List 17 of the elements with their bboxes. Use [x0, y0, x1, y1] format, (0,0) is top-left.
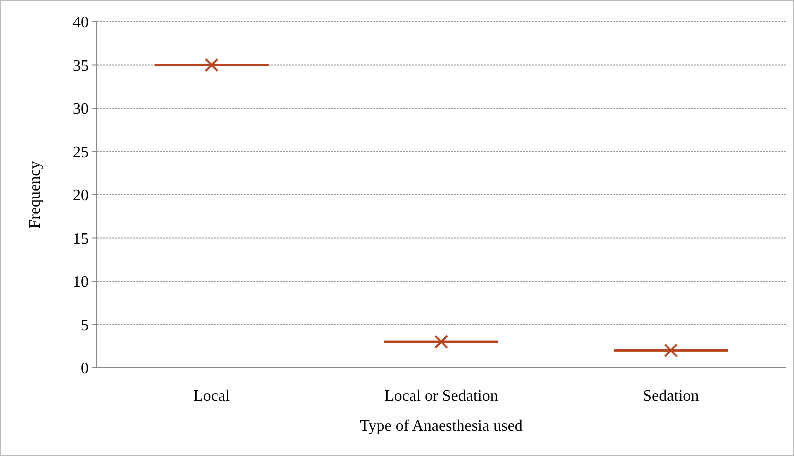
- y-tick-label: 0: [81, 360, 89, 378]
- y-axis-title: Frequency: [27, 161, 44, 229]
- point: [434, 335, 448, 350]
- y-tick-label: 40: [73, 14, 89, 32]
- y-tick-label: 10: [73, 274, 89, 292]
- y-tick-label: 20: [73, 188, 89, 205]
- point: [664, 344, 678, 358]
- x-axis-title: Type of Anaesthesia used: [360, 418, 523, 435]
- y-tick-label: 25: [73, 144, 89, 162]
- x-tick-label: Local or Sedation: [384, 388, 498, 405]
- y-tick-label: 15: [73, 230, 89, 248]
- x-tick-label: Local: [194, 388, 231, 405]
- point: [204, 58, 219, 72]
- y-tick-label: 35: [73, 58, 89, 75]
- y-tick-label: 5: [81, 317, 89, 334]
- y-tick-label: 30: [73, 101, 89, 118]
- x-tick-label: Sedation: [643, 388, 700, 405]
